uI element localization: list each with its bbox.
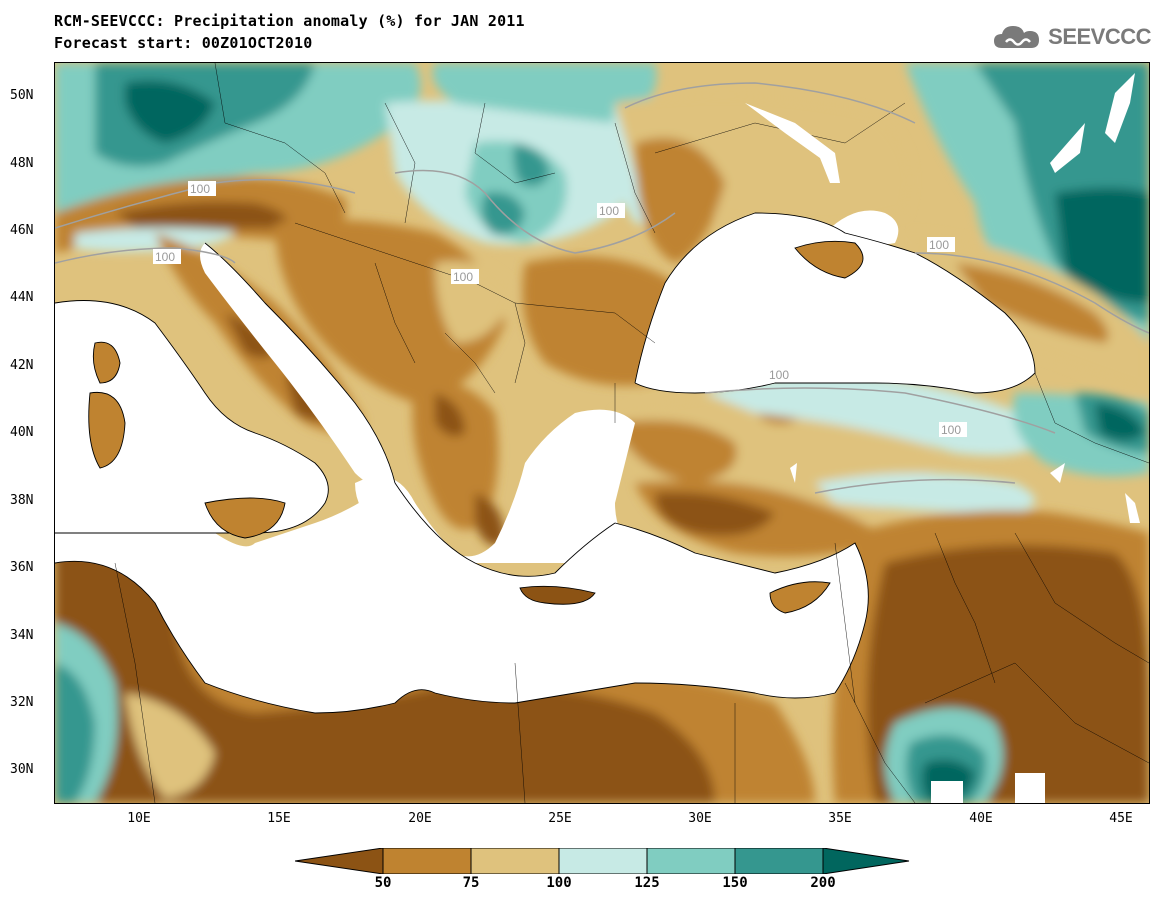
lon-label-10e: 10E — [127, 811, 151, 826]
lat-label-46n: 46N — [10, 223, 34, 238]
colorbar-segment-6 — [822, 848, 910, 874]
seevccc-logo: SEEVCCC — [992, 22, 1151, 52]
lat-label-38n: 38N — [10, 493, 34, 508]
coastlines — [55, 212, 1036, 714]
missing-data-patches — [745, 73, 1140, 803]
lat-label-32n: 32N — [10, 695, 34, 710]
map-title: RCM-SEEVCCC: Precipitation anomaly (%) f… — [54, 12, 525, 30]
lat-label-34n: 34N — [10, 628, 34, 643]
lon-label-15e: 15E — [267, 811, 291, 826]
cloud-logo-icon — [994, 26, 1040, 48]
lat-label-50n: 50N — [10, 88, 34, 103]
colorbar-segment-1 — [382, 848, 472, 874]
colorbar-label-50: 50 — [374, 875, 392, 891]
lat-label-30n: 30N — [10, 762, 34, 777]
colorbar-segment-0 — [295, 848, 384, 874]
contour-label-3: 100 — [599, 204, 619, 218]
contour-label-5: 100 — [929, 238, 949, 252]
lat-label-44n: 44N — [10, 290, 34, 305]
lon-label-20e: 20E — [408, 811, 432, 826]
contour-lines-100 — [55, 82, 1149, 494]
lat-label-40n: 40N — [10, 425, 34, 440]
colorbar-label-75: 75 — [462, 875, 480, 891]
contour-label-4: 100 — [453, 270, 473, 284]
contour-label-2: 100 — [155, 250, 175, 264]
lat-label-42n: 42N — [10, 358, 34, 373]
colorbar — [295, 848, 910, 874]
lat-label-36n: 36N — [10, 560, 34, 575]
colorbar-segment-2 — [470, 848, 560, 874]
contour-label-1: 100 — [190, 182, 210, 196]
colorbar-label-200: 200 — [810, 875, 836, 891]
lon-label-35e: 35E — [828, 811, 852, 826]
colorbar-segment-5 — [734, 848, 824, 874]
contour-label-7: 100 — [941, 423, 961, 437]
map-canvas: 100 100 100 100 100 100 100 — [55, 63, 1149, 803]
lon-label-45e: 45E — [1109, 811, 1133, 826]
country-borders — [114, 63, 1149, 803]
colorbar-segment-3 — [558, 848, 648, 874]
contour-label-6: 100 — [769, 368, 789, 382]
sea-mask — [55, 210, 1045, 803]
lon-label-30e: 30E — [688, 811, 712, 826]
lon-label-40e: 40E — [969, 811, 993, 826]
logo-text: SEEVCCC — [1048, 24, 1151, 49]
precipitation-anomaly-map: 100 100 100 100 100 100 100 — [54, 62, 1150, 804]
colorbar-label-150: 150 — [722, 875, 748, 891]
colorbar-segment-4 — [646, 848, 736, 874]
lon-label-25e: 25E — [548, 811, 572, 826]
lat-label-48n: 48N — [10, 156, 34, 171]
colorbar-label-125: 125 — [634, 875, 660, 891]
map-subtitle: Forecast start: 00Z01OCT2010 — [54, 34, 313, 52]
colorbar-label-100: 100 — [546, 875, 572, 891]
contour-labels: 100 100 100 100 100 100 100 — [153, 181, 967, 437]
